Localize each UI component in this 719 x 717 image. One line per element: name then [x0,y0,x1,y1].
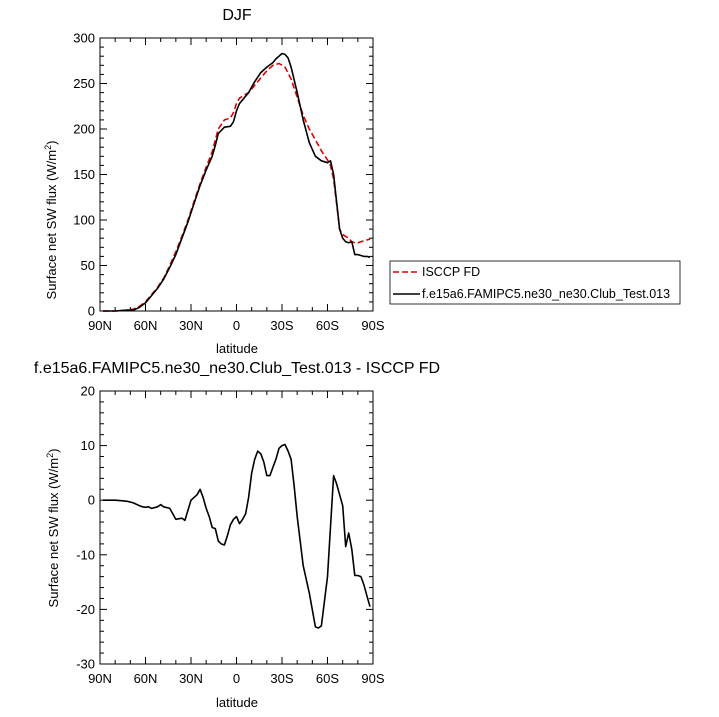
bottom-y-tick-label: -10 [76,547,95,562]
bottom-x-tick-label: 30S [270,671,293,686]
bottom-x-ticks: 90N 60N 30N 0 30S 60S 90S [88,391,385,686]
top-series-line-2 [103,52,371,312]
top-x-tick-label: 60N [134,318,158,333]
top-y-tick-label: 50 [81,258,95,273]
bottom-y-ticks: -30 -20 -10 0 10 20 [76,384,373,672]
bottom-x-tick-label: 60S [316,671,339,686]
bottom-panel: f.e15a6.FAMIPC5.ne30_ne30.Club_Test.013 … [34,360,440,710]
bottom-plot-frame [99,390,374,665]
bottom-x-tick-label: 90S [361,671,384,686]
legend-label-isccp: ISCCP FD [422,265,480,279]
bottom-x-tick-label: 30N [179,671,203,686]
bottom-y-tick-label: 20 [81,384,95,399]
bottom-y-tick-label: 0 [88,493,95,508]
bottom-x-axis-label: latitude [216,695,258,710]
bottom-y-tick-label: -20 [76,602,95,617]
bottom-y-tick-label: 10 [81,438,95,453]
top-plot-frame [99,37,374,312]
top-y-tick-label: 300 [73,31,95,46]
top-x-tick-label: 90N [88,318,112,333]
top-y-tick-label: 250 [73,76,95,91]
top-chart-title: DJF [222,7,252,24]
top-y-ticks: 0 50 100 150 200 250 300 [73,31,373,319]
top-series-line-1 [103,62,371,312]
bottom-series-lines [103,443,371,629]
top-x-tick-label: 30S [270,318,293,333]
bottom-chart-title: f.e15a6.FAMIPC5.ne30_ne30.Club_Test.013 … [34,360,440,377]
legend-label-model: f.e15a6.FAMIPC5.ne30_ne30.Club_Test.013 [422,287,670,301]
bottom-y-tick-label: -30 [76,657,95,672]
top-x-tick-label: 0 [233,318,240,333]
top-x-axis-label: latitude [216,341,258,356]
top-x-tick-label: 90S [361,318,384,333]
top-x-ticks: 90N 60N 30N 0 30S 60S 90S [88,38,385,333]
legend-box [389,260,681,305]
bottom-x-tick-label: 60N [134,671,158,686]
top-series-lines [103,52,371,312]
top-y-tick-label: 0 [88,304,95,319]
top-y-tick-label: 100 [73,213,95,228]
top-panel: DJF Surface net SW flux (W/m2) 0 50 100 150… [43,7,385,356]
top-y-axis-label: Surface net SW flux (W/m2) [43,141,59,300]
bottom-x-tick-label: 0 [233,671,240,686]
bottom-x-tick-label: 90N [88,671,112,686]
bottom-y-axis-label: Surface net SW flux (W/m2) [45,449,61,608]
bottom-series-line-1 [103,443,371,629]
top-y-tick-label: 200 [73,122,95,137]
top-y-tick-label: 150 [73,167,95,182]
legend: ISCCP FD f.e15a6.FAMIPC5.ne30_ne30.Club_… [389,260,681,305]
top-x-tick-label: 30N [179,318,203,333]
top-x-tick-label: 60S [316,318,339,333]
